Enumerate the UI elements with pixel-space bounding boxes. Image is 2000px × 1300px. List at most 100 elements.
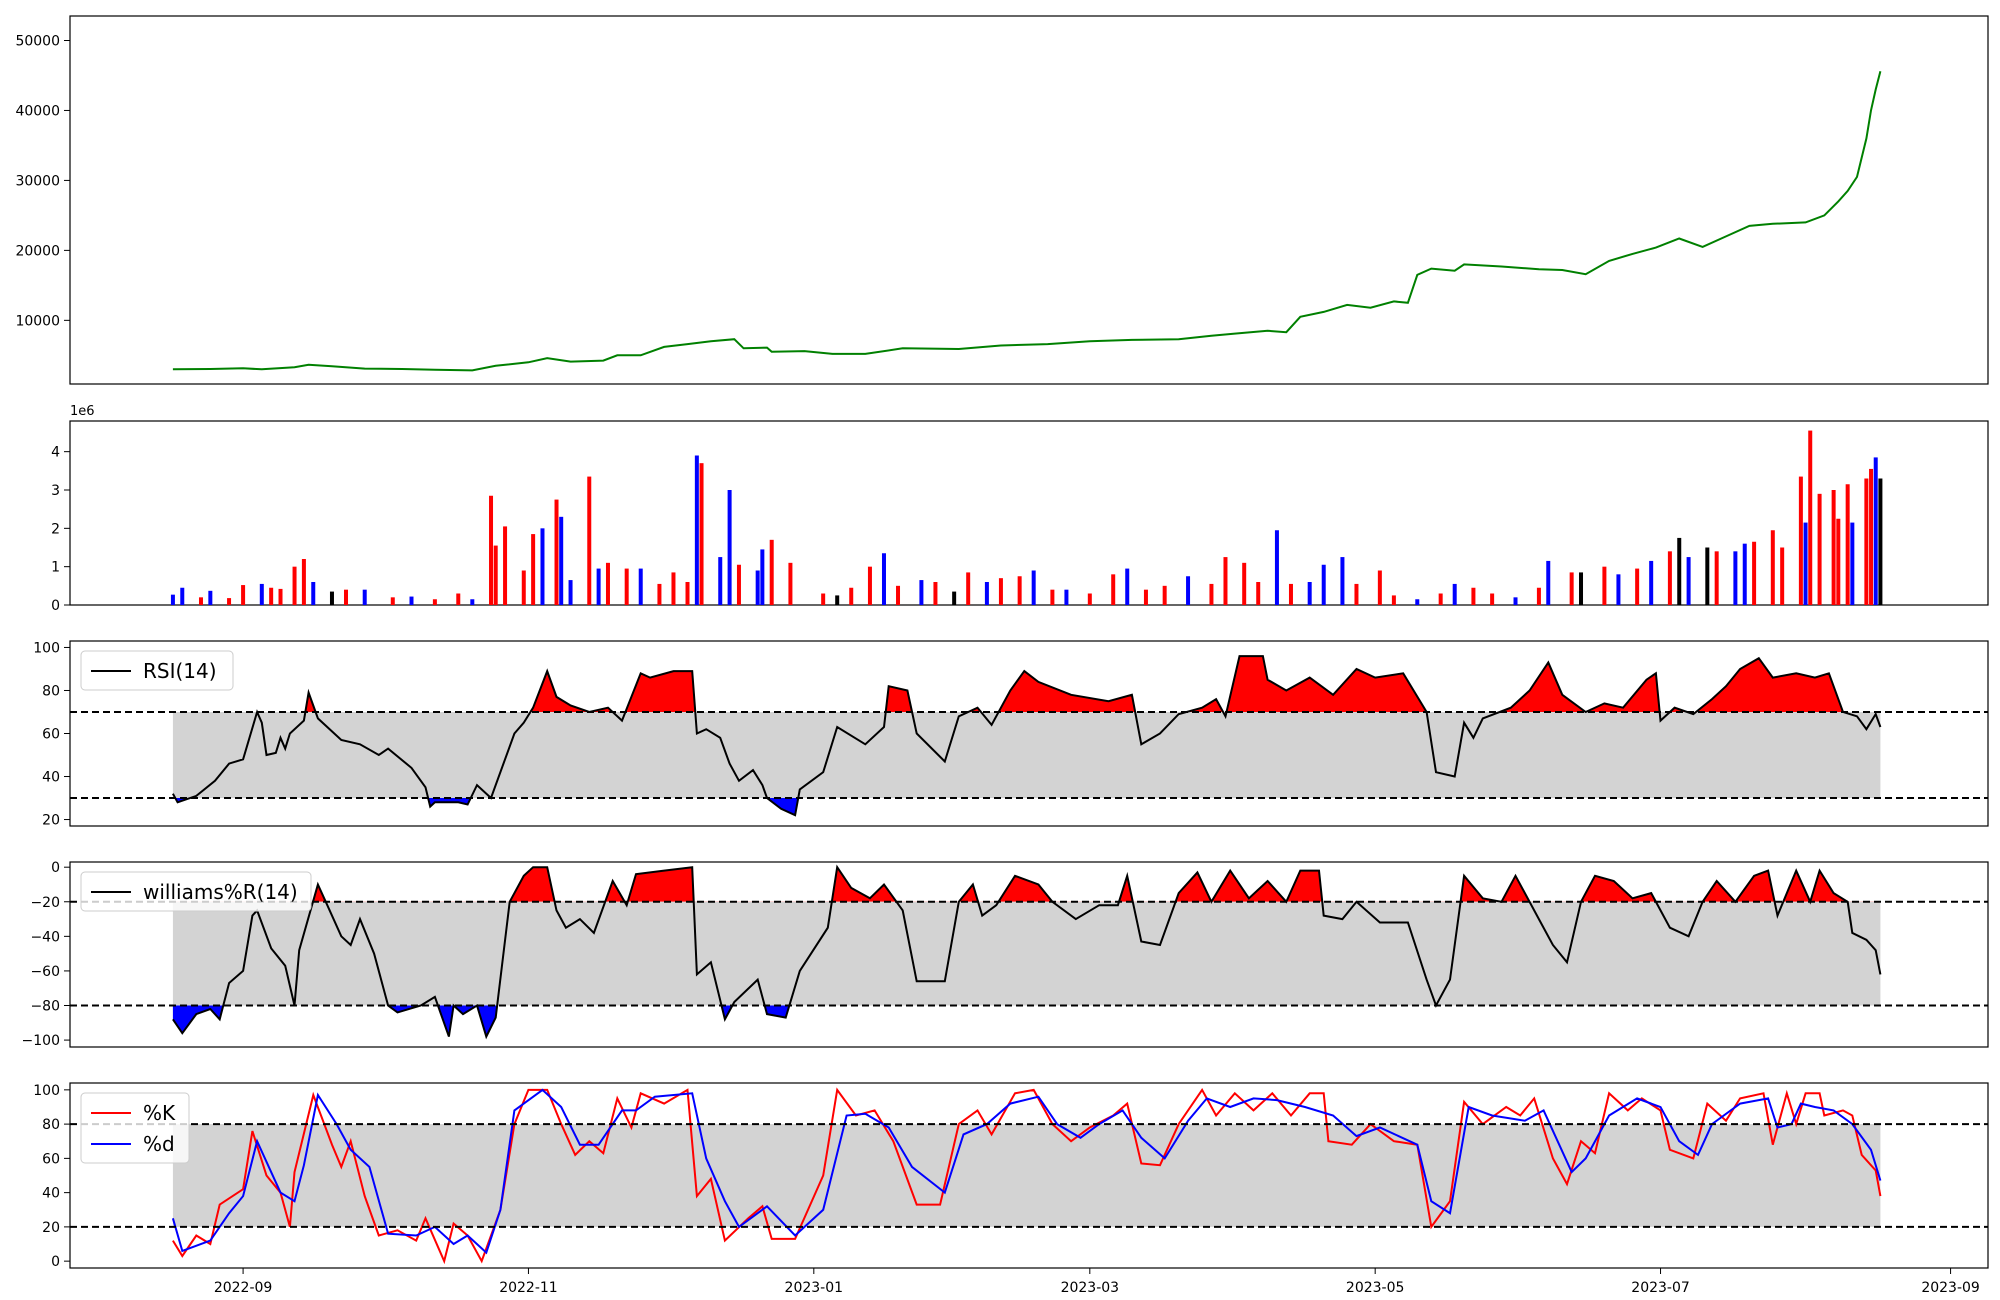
volume-bar xyxy=(540,528,545,605)
rsi-overbought-fill xyxy=(305,656,1843,712)
volume-bar xyxy=(1536,587,1541,605)
williams-overbought-fill xyxy=(312,867,1848,902)
rsi-line xyxy=(172,655,1882,817)
volume-bar xyxy=(554,499,559,605)
volume-bar xyxy=(835,595,840,605)
volume-bar xyxy=(1017,576,1022,605)
volume-bar xyxy=(1274,530,1279,605)
volume-bar xyxy=(896,585,901,605)
volume-bar xyxy=(867,566,872,605)
y-tick-label: 3 xyxy=(51,483,60,499)
y-tick-label: 100 xyxy=(33,640,60,656)
volume-bar xyxy=(1873,457,1878,605)
price-line xyxy=(172,71,1882,372)
x-tick-label: 2022-11 xyxy=(499,1280,558,1296)
y-tick-label: 60 xyxy=(42,727,60,743)
volume-bar xyxy=(1850,522,1855,605)
volume-bar xyxy=(1649,560,1654,605)
y-tick-label: 40000 xyxy=(15,103,60,119)
volume-bar xyxy=(760,549,765,605)
volume-bar xyxy=(685,582,690,605)
volume-bar xyxy=(432,599,437,605)
y-tick-label: 0 xyxy=(51,860,60,876)
y-tick-label: 20 xyxy=(42,813,60,829)
y-tick-label: −100 xyxy=(22,1033,60,1049)
volume-bar xyxy=(1391,595,1396,605)
volume-bar xyxy=(568,580,573,605)
y-tick-label: 20000 xyxy=(15,243,60,259)
y-tick-label: 60 xyxy=(42,1151,60,1167)
volume-bar xyxy=(1677,537,1682,605)
volume-bar xyxy=(1125,568,1130,605)
axes-frame xyxy=(69,861,1989,1048)
legend-box xyxy=(80,871,312,912)
volume-bar xyxy=(638,568,643,605)
williams-panel: −100 −80 −60 −40 −20 0 williams%R(14) xyxy=(22,860,1989,1049)
x-tick-label: 2023-01 xyxy=(785,1280,844,1296)
volume-bar xyxy=(521,570,526,605)
volume-bar xyxy=(1686,557,1691,605)
legend-label: williams%R(14) xyxy=(143,880,298,904)
y-tick-label: −80 xyxy=(30,999,60,1015)
volume-bar xyxy=(1836,518,1841,605)
volume-bar xyxy=(1186,576,1191,605)
y-tick-label: −40 xyxy=(30,929,60,945)
volume-bar xyxy=(503,526,508,605)
volume-bar xyxy=(1288,583,1293,605)
volume-bar xyxy=(1354,583,1359,605)
volume-bar xyxy=(755,570,760,605)
legend-label: %d xyxy=(143,1132,175,1156)
volume-bar xyxy=(966,572,971,605)
volume-bar xyxy=(1831,490,1836,605)
volume-bar xyxy=(1798,476,1803,605)
neutral-band xyxy=(172,901,1881,1006)
volume-panel: 0 1 2 3 4 1e6 xyxy=(51,404,1989,614)
volume-bar xyxy=(1602,566,1607,605)
axes-frame xyxy=(69,1082,1989,1269)
y-tick-label: −60 xyxy=(30,964,60,980)
volume-bar xyxy=(344,589,349,605)
volume-bar xyxy=(1579,572,1584,605)
volume-bar xyxy=(1742,543,1747,605)
x-tick-label: 2023-09 xyxy=(1921,1280,1980,1296)
volume-bar xyxy=(1733,551,1738,605)
y-tick-label: 50000 xyxy=(15,33,60,49)
volume-bar xyxy=(1803,522,1808,605)
y-tick-label: 2 xyxy=(51,521,60,537)
volume-bar xyxy=(456,593,461,605)
volume-bar xyxy=(493,545,498,605)
volume-bar xyxy=(1770,530,1775,605)
volume-bar xyxy=(269,587,274,605)
volume-bar xyxy=(1050,589,1055,605)
volume-bar xyxy=(531,534,536,605)
volume-bar xyxy=(241,585,246,605)
y-tick-label: −20 xyxy=(30,895,60,911)
volume-bar xyxy=(1635,568,1640,605)
neutral-band xyxy=(172,711,1881,799)
volume-bar xyxy=(1242,562,1247,605)
volume-bar xyxy=(1878,478,1883,605)
stochastic-panel: 0 20 40 60 80 100 %K %d xyxy=(33,1082,1989,1270)
x-tick-label: 2022-09 xyxy=(214,1280,273,1296)
volume-bar xyxy=(1438,593,1443,605)
volume-bar xyxy=(624,568,629,605)
volume-bar xyxy=(587,476,592,605)
rsi-panel: 20 40 60 80 100 RSI(14) xyxy=(33,640,1989,829)
date-x-axis: 2022-09 2022-11 2023-01 2023-03 2023-05 2023-… xyxy=(214,1268,1980,1296)
volume-bar xyxy=(1415,599,1420,605)
percent-k-line xyxy=(172,1087,1882,1265)
volume-bar xyxy=(301,559,306,605)
volume-bar xyxy=(559,516,564,605)
volume-bar xyxy=(671,572,676,605)
volume-bar xyxy=(1307,582,1312,605)
y-tick-label: 1 xyxy=(51,560,60,576)
volume-bar xyxy=(470,599,475,605)
volume-bar xyxy=(1162,585,1167,605)
volume-bar xyxy=(788,562,793,605)
volume-bar xyxy=(1340,557,1345,605)
volume-bar xyxy=(1490,593,1495,605)
volume-bar xyxy=(736,564,741,605)
y-tick-label: 100 xyxy=(33,1083,60,1099)
volume-bar xyxy=(1452,583,1457,605)
volume-bar xyxy=(1864,478,1869,605)
